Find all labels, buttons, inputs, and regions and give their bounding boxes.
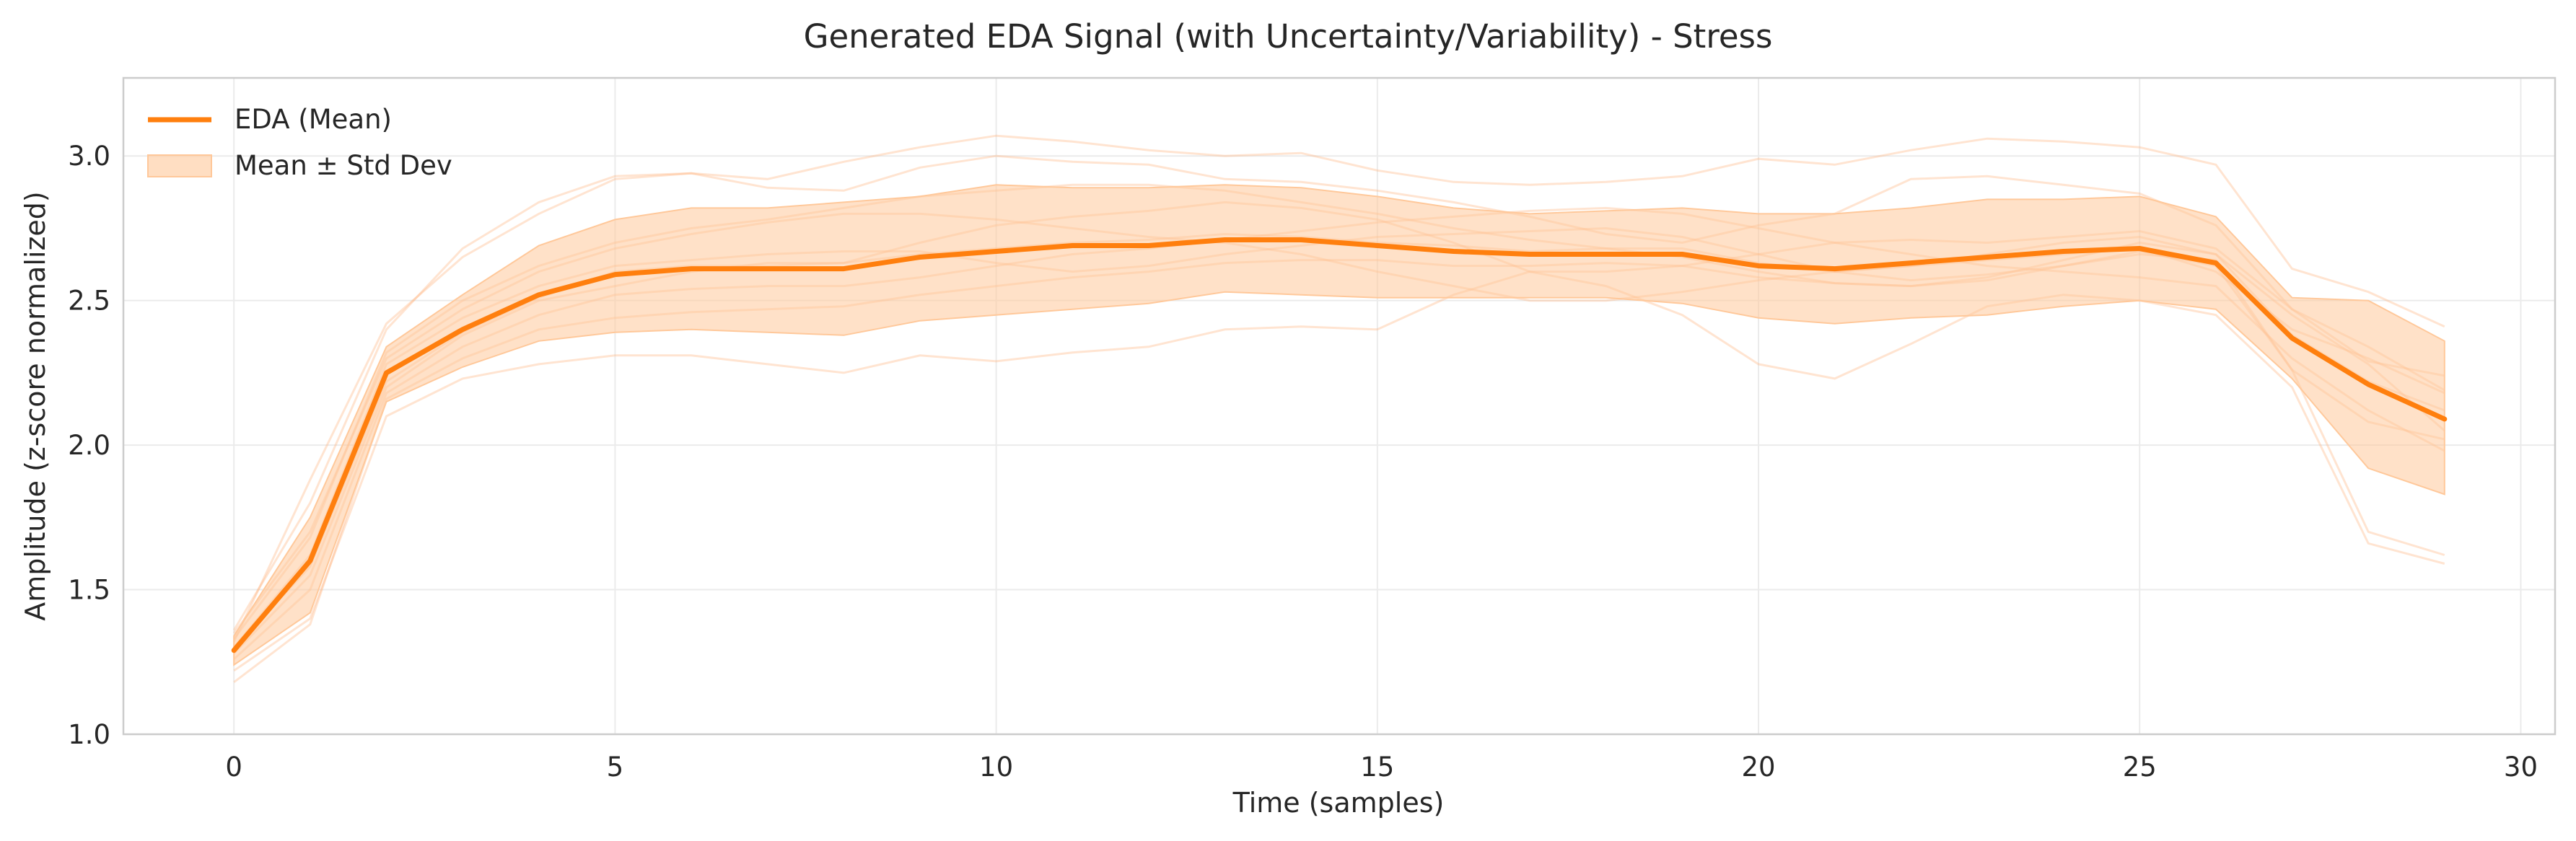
y-tick-label: 1.5 bbox=[68, 575, 110, 606]
legend-band-label: Mean ± Std Dev bbox=[235, 150, 452, 181]
x-tick-label: 25 bbox=[2123, 752, 2157, 783]
y-tick-label: 2.0 bbox=[68, 430, 110, 461]
x-tick-label: 5 bbox=[607, 752, 624, 783]
x-tick-label: 30 bbox=[2504, 752, 2538, 783]
x-ticks: 0 5 10 15 20 25 30 bbox=[225, 752, 2538, 783]
mean-line-path bbox=[231, 237, 2448, 653]
sample-line bbox=[232, 154, 2445, 643]
legend-band-swatch bbox=[147, 154, 212, 177]
y-axis-label: Amplitude (z-score normalized) bbox=[19, 191, 51, 620]
plot-frame bbox=[122, 76, 2557, 736]
plot-background bbox=[123, 78, 2555, 734]
y-tick-label: 3.0 bbox=[68, 141, 110, 172]
legend: EDA (Mean) Mean ± Std Dev bbox=[147, 104, 452, 181]
legend-mean-label: EDA (Mean) bbox=[235, 104, 392, 135]
mean-line bbox=[231, 237, 2448, 653]
x-tick-label: 10 bbox=[979, 752, 1013, 783]
sample-line bbox=[232, 134, 2445, 631]
x-tick-label: 20 bbox=[1741, 752, 1775, 783]
chart-title: Generated EDA Signal (with Uncertainty/V… bbox=[804, 17, 1773, 56]
x-axis-label: Time (samples) bbox=[1232, 787, 1445, 819]
std-band bbox=[233, 184, 2445, 666]
x-tick-label: 15 bbox=[1360, 752, 1394, 783]
y-tick-label: 2.5 bbox=[68, 286, 110, 317]
x-tick-label: 0 bbox=[225, 752, 242, 783]
std-band-area bbox=[233, 184, 2445, 666]
y-tick-label: 1.0 bbox=[68, 719, 110, 750]
y-ticks: 1.0 1.5 2.0 2.5 3.0 bbox=[68, 141, 110, 750]
